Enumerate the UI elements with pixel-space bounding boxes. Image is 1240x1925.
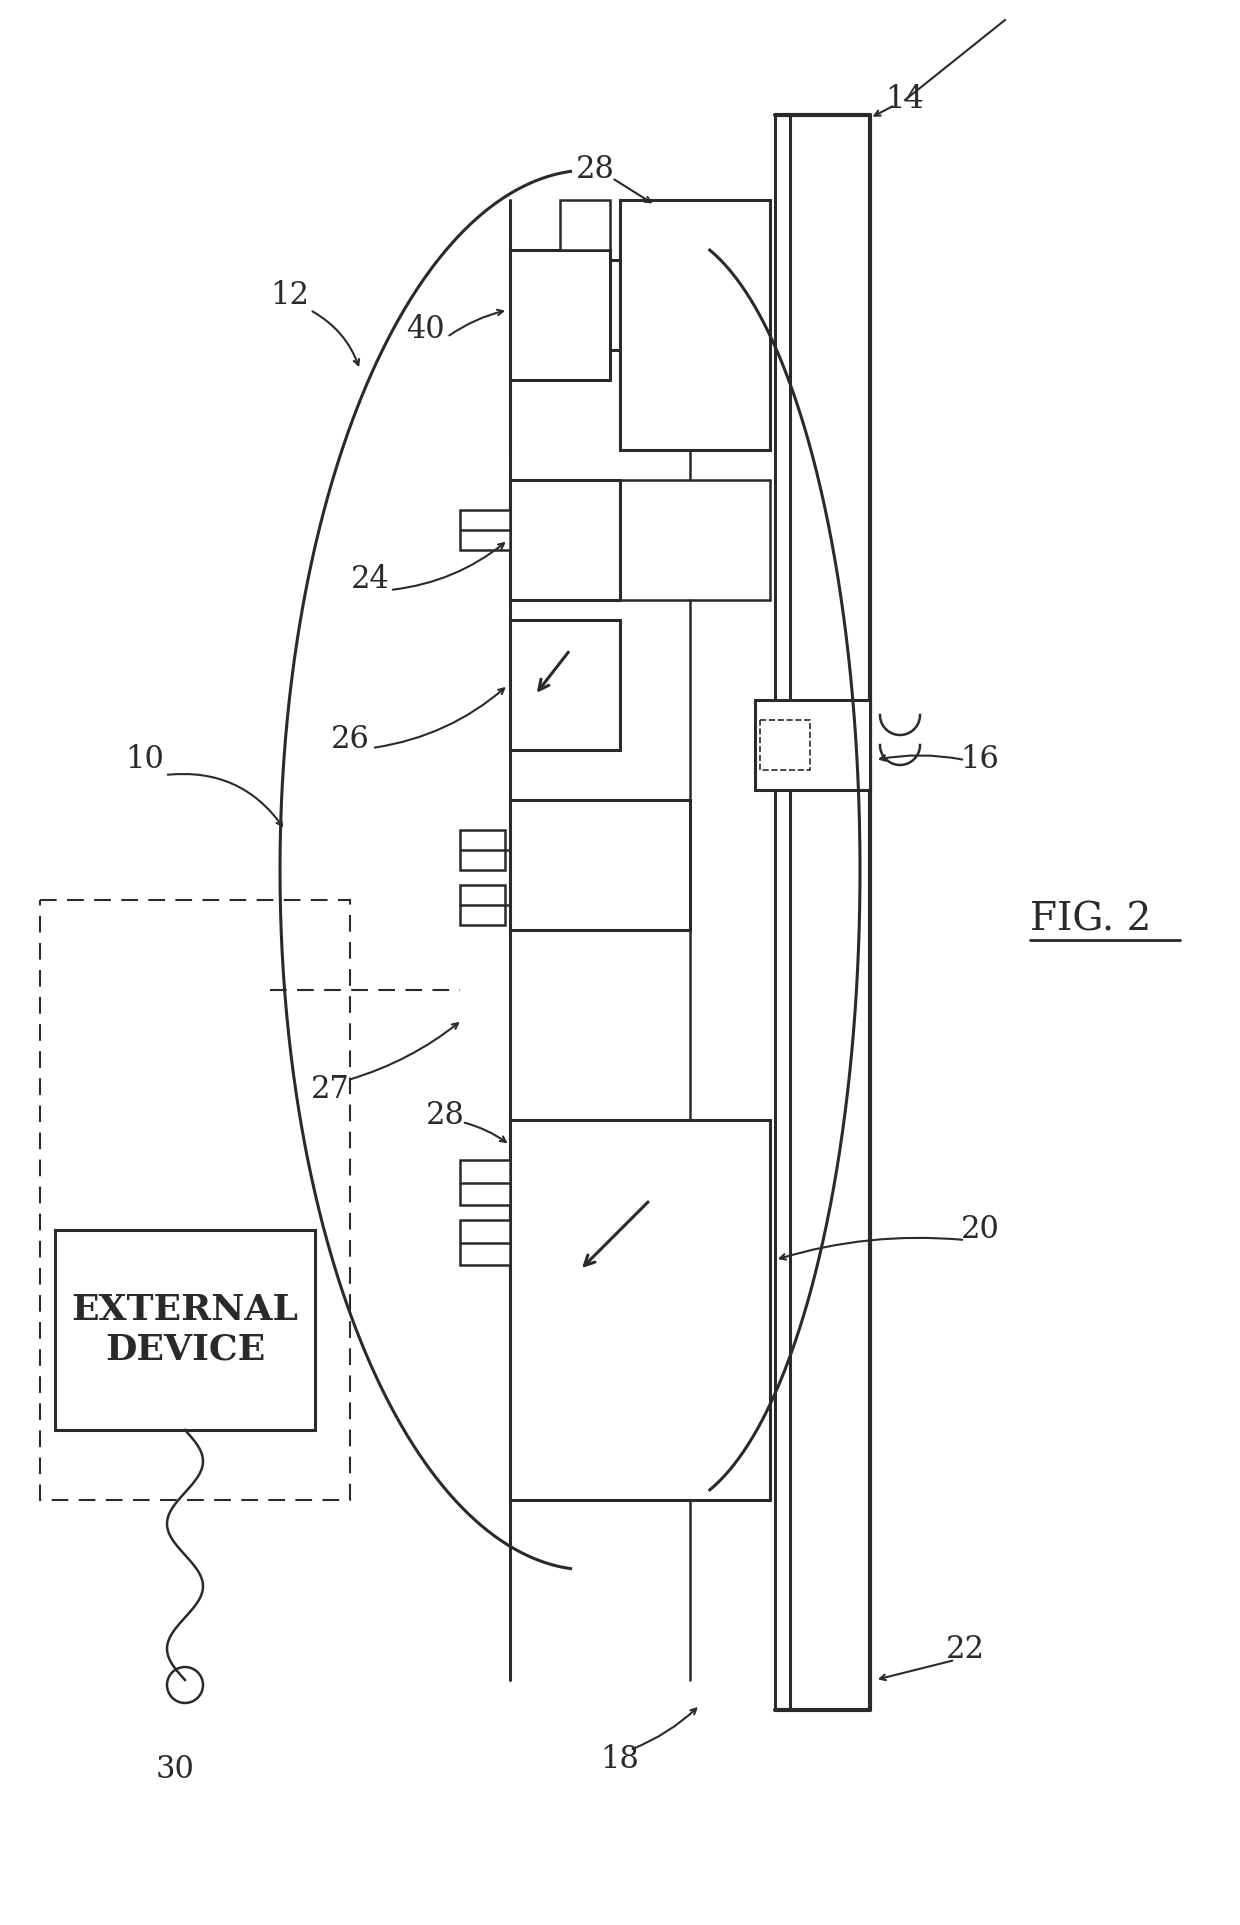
Bar xyxy=(55,1230,315,1430)
Bar xyxy=(460,1220,510,1265)
Bar xyxy=(460,830,505,870)
Bar xyxy=(510,620,620,751)
Bar xyxy=(760,720,810,770)
Text: 28: 28 xyxy=(575,154,615,185)
Bar xyxy=(620,200,770,450)
Text: 24: 24 xyxy=(351,564,389,595)
Bar xyxy=(40,901,350,1500)
Bar xyxy=(510,479,620,601)
Text: 10: 10 xyxy=(125,745,165,776)
Bar xyxy=(510,250,610,379)
Text: 27: 27 xyxy=(310,1074,350,1105)
Bar xyxy=(460,510,510,551)
Bar xyxy=(460,886,505,926)
Text: 30: 30 xyxy=(155,1754,195,1786)
Bar xyxy=(510,1120,770,1500)
Text: 18: 18 xyxy=(600,1744,640,1775)
Text: 26: 26 xyxy=(331,724,370,755)
Text: FIG. 2: FIG. 2 xyxy=(1030,901,1152,939)
Bar xyxy=(755,701,870,789)
Text: 40: 40 xyxy=(405,314,444,345)
Text: 28: 28 xyxy=(425,1099,465,1130)
Text: 22: 22 xyxy=(945,1634,985,1665)
Text: 14: 14 xyxy=(885,85,924,115)
Text: 16: 16 xyxy=(961,745,999,776)
Bar xyxy=(460,1161,510,1205)
Bar xyxy=(560,200,610,250)
Text: 12: 12 xyxy=(270,279,310,310)
Bar xyxy=(510,801,689,930)
Text: 20: 20 xyxy=(961,1215,999,1245)
Text: EXTERNAL
DEVICE: EXTERNAL DEVICE xyxy=(72,1294,299,1367)
